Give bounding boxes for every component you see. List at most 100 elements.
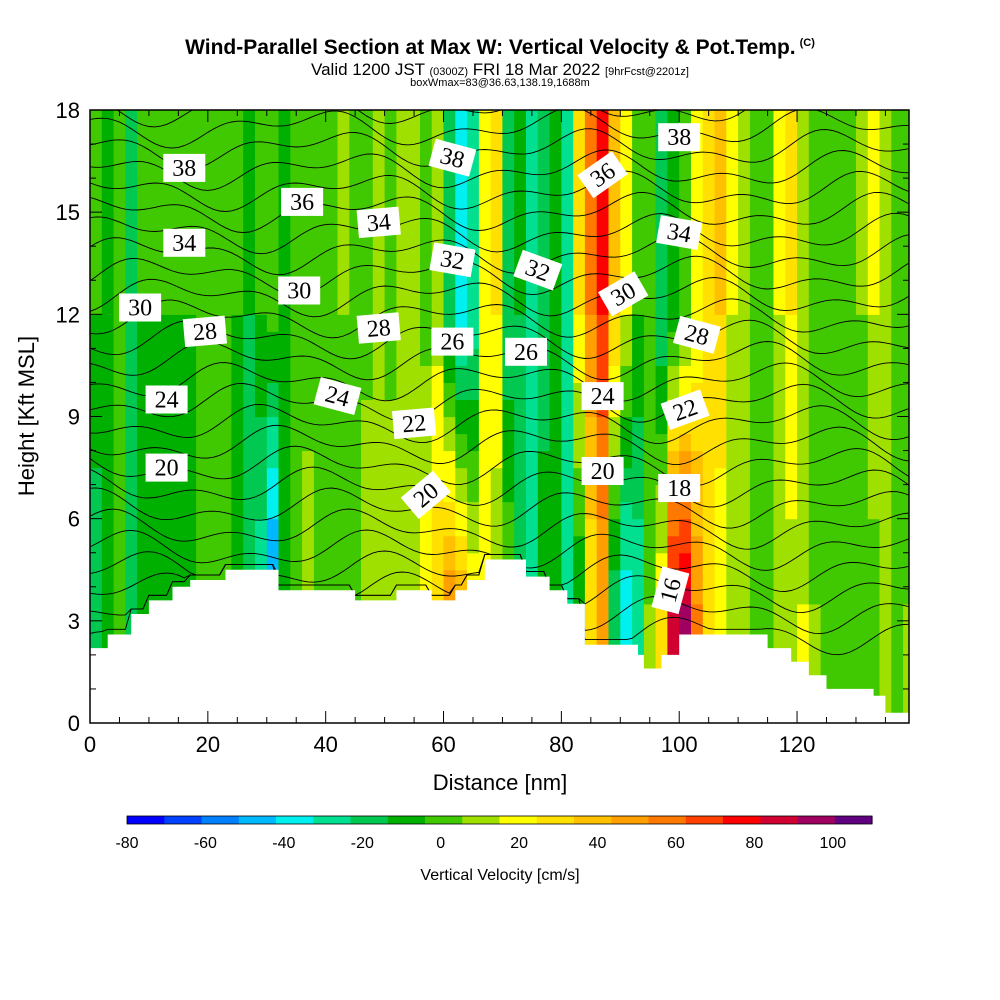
svg-text:30: 30 — [128, 296, 152, 322]
velocity-cell — [620, 195, 633, 213]
velocity-cell — [726, 382, 739, 400]
velocity-cell — [856, 637, 869, 656]
velocity-cell — [372, 518, 386, 537]
velocity-cell — [290, 127, 303, 145]
velocity-cell — [808, 501, 822, 520]
velocity-cell — [196, 263, 209, 281]
velocity-cell — [219, 127, 232, 145]
velocity-cell — [443, 433, 456, 452]
velocity-cell — [113, 144, 126, 162]
x-tick-label: 100 — [661, 732, 698, 757]
velocity-cell — [726, 416, 739, 435]
velocity-cell — [384, 450, 397, 469]
velocity-cell — [584, 535, 598, 554]
velocity-cell — [502, 178, 515, 196]
velocity-cell — [655, 246, 668, 264]
velocity-cell — [490, 246, 504, 264]
velocity-cell — [101, 229, 115, 247]
velocity-cell — [903, 399, 909, 418]
velocity-cell — [655, 365, 668, 383]
velocity-cell — [290, 467, 303, 486]
velocity-cell — [596, 246, 610, 264]
velocity-cell — [125, 399, 138, 418]
velocity-cell — [820, 161, 833, 179]
velocity-cell — [313, 348, 327, 366]
velocity-cell — [903, 688, 909, 707]
velocity-cell — [714, 161, 727, 179]
velocity-cell — [797, 195, 810, 213]
velocity-cell — [243, 535, 256, 554]
velocity-cell — [820, 212, 833, 230]
velocity-cell — [773, 212, 786, 230]
velocity-cell — [856, 263, 869, 281]
velocity-cell — [608, 263, 621, 281]
velocity-cell — [278, 348, 291, 366]
velocity-cell — [384, 382, 397, 400]
velocity-cell — [361, 416, 374, 435]
velocity-cell — [408, 433, 421, 452]
velocity-cell — [443, 195, 456, 213]
velocity-cell — [785, 348, 798, 366]
velocity-cell — [361, 382, 374, 400]
velocity-cell — [702, 433, 716, 452]
svg-text:30: 30 — [287, 279, 311, 305]
subtitle-date: FRI 18 Mar 2022 — [472, 60, 601, 79]
velocity-cell — [867, 484, 881, 503]
velocity-cell — [278, 246, 291, 264]
velocity-cell — [113, 399, 126, 418]
velocity-cell — [820, 586, 833, 605]
velocity-cell — [302, 501, 315, 520]
contour-label: 20 — [145, 453, 188, 482]
velocity-cell — [372, 144, 386, 162]
velocity-cell — [867, 229, 881, 247]
velocity-cell — [290, 501, 303, 520]
contour-label: 30 — [278, 276, 321, 305]
velocity-cell — [785, 399, 798, 418]
velocity-cell — [278, 484, 291, 503]
velocity-cell — [761, 603, 775, 622]
velocity-cell — [148, 552, 162, 571]
velocity-cell — [255, 501, 268, 520]
velocity-cell — [584, 348, 598, 366]
velocity-cell — [231, 416, 244, 435]
colorbar-swatch — [164, 816, 203, 824]
x-tick-label: 40 — [313, 732, 337, 757]
velocity-cell — [691, 365, 704, 383]
velocity-cell — [903, 535, 909, 554]
velocity-cell — [820, 518, 833, 537]
velocity-cell — [761, 365, 775, 383]
velocity-cell — [785, 365, 798, 383]
subtitle-zulu-time: (0300Z) — [429, 66, 469, 78]
velocity-cell — [679, 161, 692, 179]
velocity-cell — [726, 144, 739, 162]
velocity-cell — [738, 246, 751, 264]
velocity-cell — [266, 518, 280, 537]
velocity-cell — [844, 229, 857, 247]
velocity-cell — [785, 127, 798, 145]
velocity-cell — [396, 450, 409, 469]
velocity-cell — [903, 161, 909, 179]
velocity-cell — [302, 365, 315, 383]
velocity-cell — [573, 518, 586, 537]
velocity-cell — [549, 569, 562, 588]
velocity-cell — [113, 603, 126, 622]
velocity-cell — [702, 263, 716, 281]
velocity-cell — [455, 416, 468, 435]
velocity-cell — [526, 552, 539, 571]
velocity-cell — [643, 484, 657, 503]
velocity-cell — [549, 399, 562, 418]
velocity-cell — [101, 518, 115, 537]
velocity-cell — [337, 178, 350, 196]
velocity-cell — [844, 331, 857, 349]
velocity-cell — [891, 433, 904, 452]
colorbar-swatch — [350, 816, 389, 824]
velocity-cell — [137, 433, 150, 452]
velocity-cell — [207, 195, 221, 213]
velocity-cell — [643, 467, 657, 486]
velocity-cell — [844, 552, 857, 571]
velocity-cell — [148, 110, 162, 128]
velocity-cell — [820, 654, 833, 673]
velocity-cell — [255, 416, 268, 435]
velocity-cell — [125, 263, 138, 281]
velocity-cell — [667, 365, 680, 383]
